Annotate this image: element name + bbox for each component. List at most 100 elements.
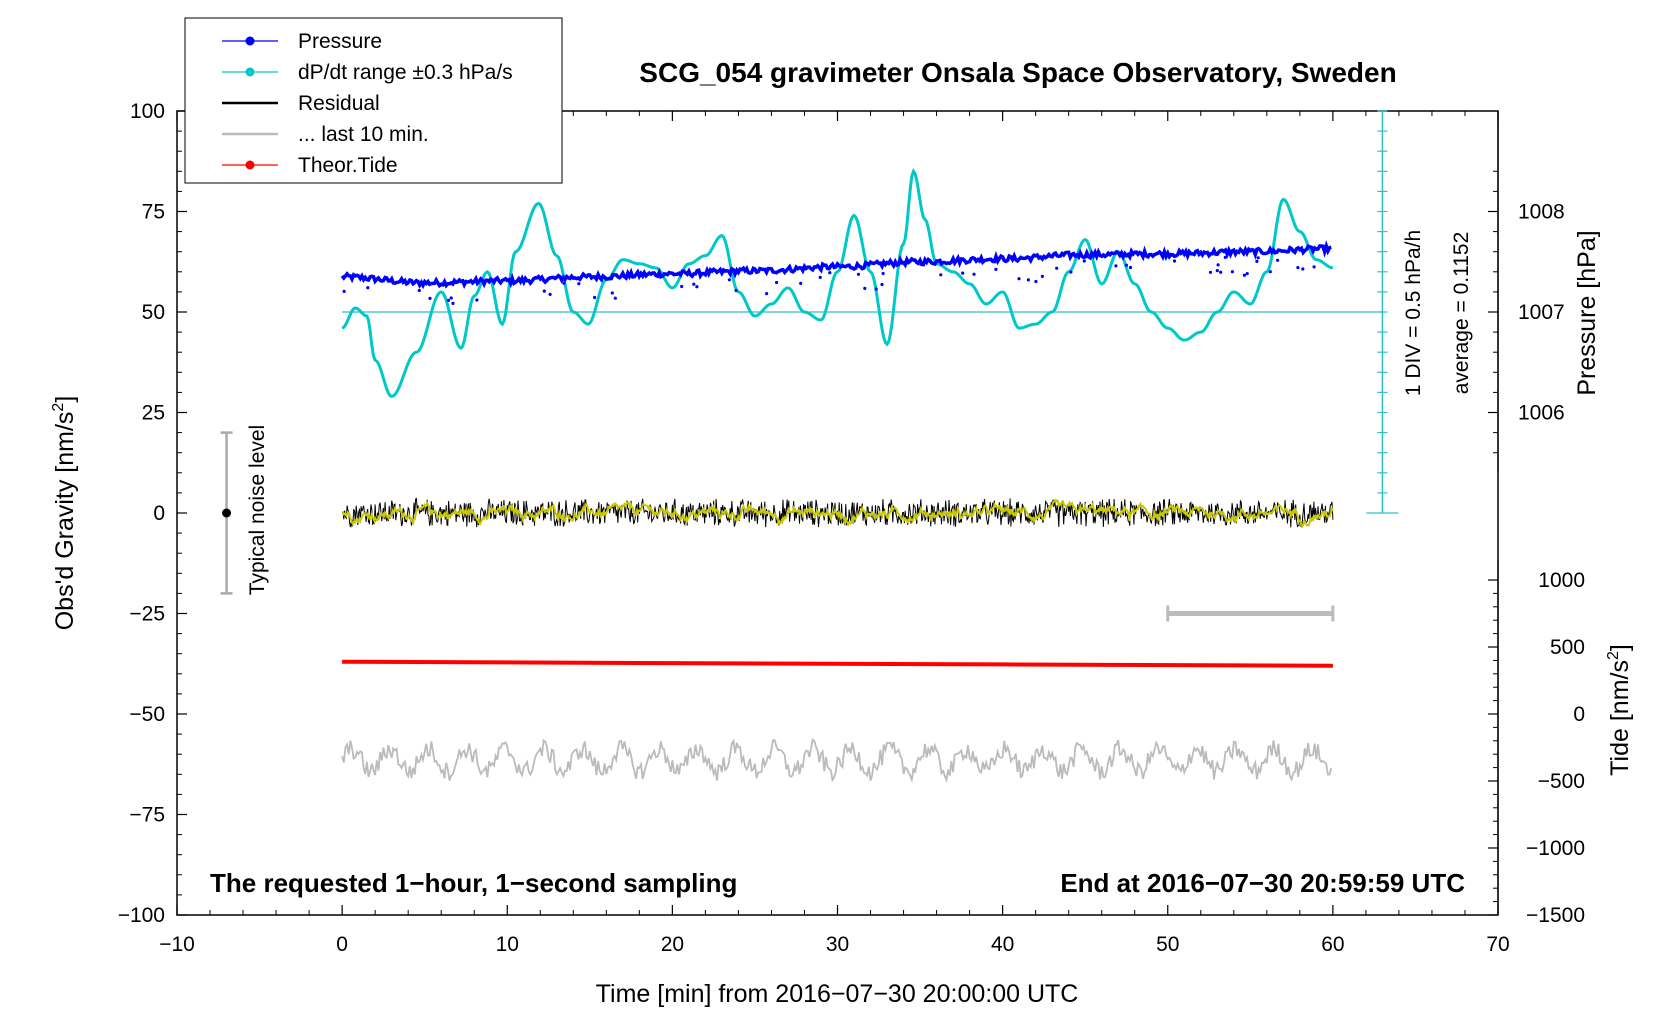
- pressure-outlier-point: [428, 296, 432, 300]
- pressure-outlier-point: [1268, 270, 1272, 274]
- pressure-outlier-point: [542, 289, 546, 293]
- pressure-outlier-point: [613, 296, 617, 300]
- tide-tick-label: −500: [1538, 770, 1585, 793]
- tide-axis-title-sup: 2: [1605, 651, 1622, 660]
- pressure-outlier-point: [593, 295, 597, 300]
- pressure-outlier-point: [1040, 274, 1044, 278]
- pressure-outlier-point: [1215, 269, 1219, 273]
- pressure-outlier-point: [994, 267, 998, 271]
- x-tick-label: 20: [661, 933, 684, 956]
- pressure-outlier-point: [1082, 259, 1086, 263]
- pressure-outlier-point: [680, 284, 684, 289]
- legend-label: Pressure: [298, 30, 382, 53]
- pressure-outlier-point: [1069, 270, 1073, 274]
- pressure-outlier-point: [734, 288, 738, 293]
- tide-axis-title-main: Tide [nm/s: [1606, 660, 1634, 776]
- pressure-outlier-point: [863, 286, 867, 290]
- legend-marker: [245, 67, 255, 77]
- dpdt-average-label: average = 0.1152: [1450, 232, 1473, 395]
- pressure-outlier-point: [1034, 279, 1038, 284]
- pressure-outlier-point: [610, 291, 614, 295]
- pressure-outlier-point: [446, 298, 450, 302]
- pressure-outlier-point: [1017, 277, 1021, 281]
- noise-level-point: [222, 508, 232, 518]
- pressure-outlier-point: [972, 272, 976, 276]
- legend-items: Pressure dP/dt range ±0.3 hPa/s Residual..…: [222, 30, 513, 177]
- pressure-outlier-point: [961, 271, 965, 275]
- legend-label: ... last 10 min.: [298, 123, 429, 146]
- x-tick-label: −10: [159, 933, 195, 956]
- x-tick-label: 30: [826, 933, 849, 956]
- pressure-tick-label: 1006: [1518, 402, 1565, 425]
- tide-tick-label: 0: [1573, 703, 1585, 726]
- dpdt-scale-label: 1 DIV = 0.5 hPa/h: [1402, 230, 1425, 396]
- x-tick-label: 0: [336, 933, 348, 956]
- y-axis-gravity: −100 −75 −50 −25 0 25 50 75 100: [118, 100, 187, 927]
- x-tick-label: 70: [1486, 933, 1509, 956]
- pressure-outlier-point: [881, 271, 885, 276]
- markers-layer: [220, 431, 1335, 622]
- dpdt-scale-bar: [1366, 110, 1399, 514]
- y-tick-label: −75: [129, 804, 165, 827]
- legend-label: Residual: [298, 92, 380, 115]
- pressure-outlier-point: [1219, 270, 1223, 274]
- legend-marker: [245, 36, 255, 46]
- pressure-outlier-point: [1172, 259, 1177, 263]
- pressure-series-line: [340, 240, 1332, 290]
- tide-tick-label: 500: [1550, 636, 1585, 659]
- pressure-outlier-point: [366, 286, 370, 290]
- pressure-outlier-point: [1245, 272, 1249, 276]
- pressure-outlier-point: [1230, 270, 1234, 274]
- x-tick-label: 60: [1321, 933, 1344, 956]
- pressure-outlier-point: [880, 282, 884, 287]
- y-axis-tide: 1000 500 0 −500 −1000 −1500: [1488, 560, 1585, 927]
- pressure-outlier-point: [475, 298, 479, 302]
- pressure-outlier-point: [1296, 266, 1300, 270]
- tide-axis-title: Tide [nm/s2]: [1605, 644, 1634, 776]
- x-tick-label: 50: [1156, 933, 1179, 956]
- y-tick-label: 75: [142, 201, 165, 224]
- x-axis-title: Time [min] from 2016−07−30 20:00:00 UTC: [596, 980, 1079, 1008]
- y-tick-label: −25: [129, 603, 165, 626]
- pressure-outlier-point: [562, 281, 566, 285]
- pressure-outlier-point: [451, 301, 455, 305]
- tide-axis-title-end: ]: [1606, 644, 1634, 651]
- chart-title: SCG_054 gravimeter Onsala Space Observat…: [639, 57, 1396, 88]
- tide-tick-label: −1500: [1526, 904, 1585, 927]
- pressure-outlier-point: [874, 287, 878, 291]
- pressure-outlier-point: [1312, 265, 1316, 269]
- pressure-outlier-point: [799, 281, 803, 285]
- y-axis-title: Obs'd Gravity [nm/s2]: [50, 396, 79, 631]
- pressure-outlier-point: [1301, 267, 1305, 271]
- pressure-outlier-point: [1026, 278, 1030, 282]
- dpdt-series-line: [341, 167, 1334, 399]
- y-axis-pressure: 1006 1007 1008: [1488, 111, 1565, 473]
- legend-label: Theor.Tide: [298, 154, 398, 177]
- pressure-outlier-point: [1242, 273, 1246, 277]
- residual-smoothed-line: [341, 498, 1334, 529]
- pressure-tick-label: 1007: [1518, 301, 1565, 324]
- pressure-tick-label: 1008: [1518, 201, 1565, 224]
- pressure-outlier-point: [342, 289, 346, 293]
- pressure-outlier-point: [695, 285, 699, 289]
- tide-tick-label: 1000: [1538, 569, 1585, 592]
- pressure-outlier-point: [1114, 264, 1118, 268]
- pressure-outlier-point: [828, 271, 832, 275]
- x-tick-label: 10: [496, 933, 519, 956]
- pressure-outlier-point: [727, 278, 732, 282]
- pressure-outlier-point: [775, 280, 779, 285]
- theoretical-tide-line: [342, 659, 1333, 668]
- pressure-outlier-point: [1124, 263, 1128, 267]
- pressure-outlier-point: [417, 288, 421, 293]
- tide-tick-label: −1000: [1526, 837, 1585, 860]
- pressure-outlier-point: [1055, 266, 1059, 270]
- y-axis-title-end: ]: [51, 396, 79, 403]
- x-tick-label: 40: [991, 933, 1014, 956]
- y-axis-title-main: Obs'd Gravity [nm/s: [51, 412, 79, 631]
- legend-label: dP/dt range ±0.3 hPa/s: [298, 61, 513, 84]
- end-time-annotation: End at 2016−07−30 20:59:59 UTC: [1060, 868, 1465, 898]
- pressure-outlier-point: [1223, 255, 1227, 259]
- noise-level-label: Typical noise level: [246, 425, 269, 595]
- pressure-outlier-point: [765, 292, 769, 296]
